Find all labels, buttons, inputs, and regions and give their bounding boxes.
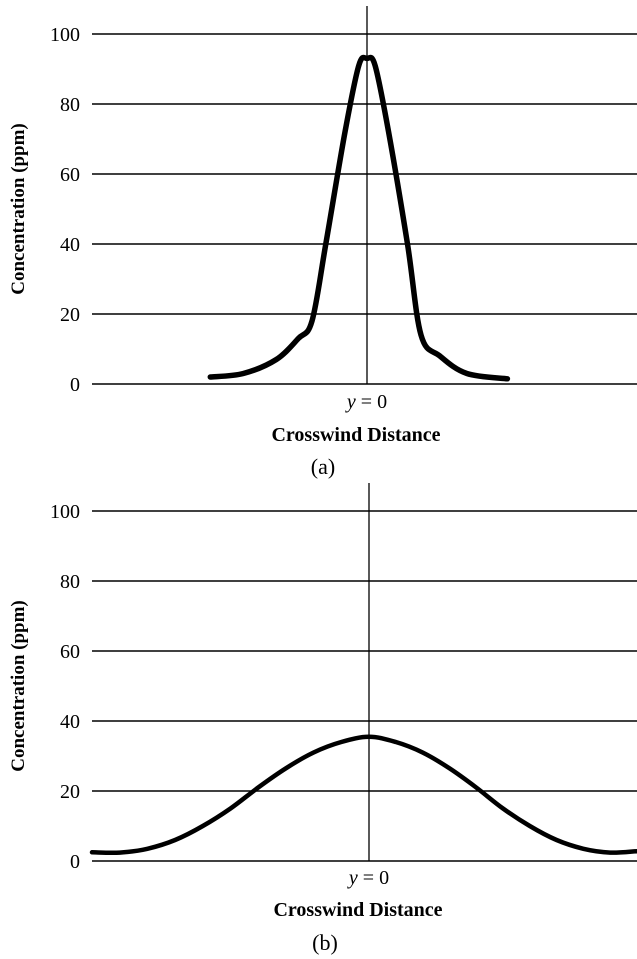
concentration-curve: [207, 54, 511, 382]
x-axis-label: Crosswind Distance: [271, 424, 440, 446]
y-tick-label: 0: [70, 851, 80, 873]
y-tick-label: 80: [60, 571, 80, 593]
x-axis-label: Crosswind Distance: [273, 899, 442, 921]
y-tick-label: 100: [50, 501, 80, 523]
y-axis-label: Concentration (ppm): [8, 600, 29, 772]
center-label-var: y: [347, 867, 358, 889]
center-label: y = 0: [347, 867, 389, 889]
center-label-value: = 0: [358, 867, 389, 889]
chart-panel-a: 0 20 40 60 80 100 Concentration (ppm) y = 0 Cros…: [8, 6, 637, 479]
y-tick-label: 40: [60, 711, 80, 733]
center-label: y = 0: [345, 391, 387, 413]
y-tick-label: 40: [60, 234, 80, 256]
y-tick-label: 100: [50, 24, 80, 46]
panel-label: (b): [312, 930, 338, 955]
y-tick-label: 80: [60, 94, 80, 116]
panel-label: (a): [311, 454, 335, 479]
y-tick-label: 60: [60, 641, 80, 663]
y-tick-label: 60: [60, 164, 80, 186]
center-label-value: = 0: [356, 391, 387, 413]
y-tick-label: 0: [70, 374, 80, 396]
concentration-curve: [89, 734, 637, 856]
y-tick-label: 20: [60, 304, 80, 326]
chart-panel-b: 0 20 40 60 80 100 Concentration (ppm) y = 0 Cros…: [8, 483, 637, 955]
y-axis-label: Concentration (ppm): [8, 123, 29, 295]
y-tick-label: 20: [60, 781, 80, 803]
center-label-var: y: [345, 391, 356, 413]
